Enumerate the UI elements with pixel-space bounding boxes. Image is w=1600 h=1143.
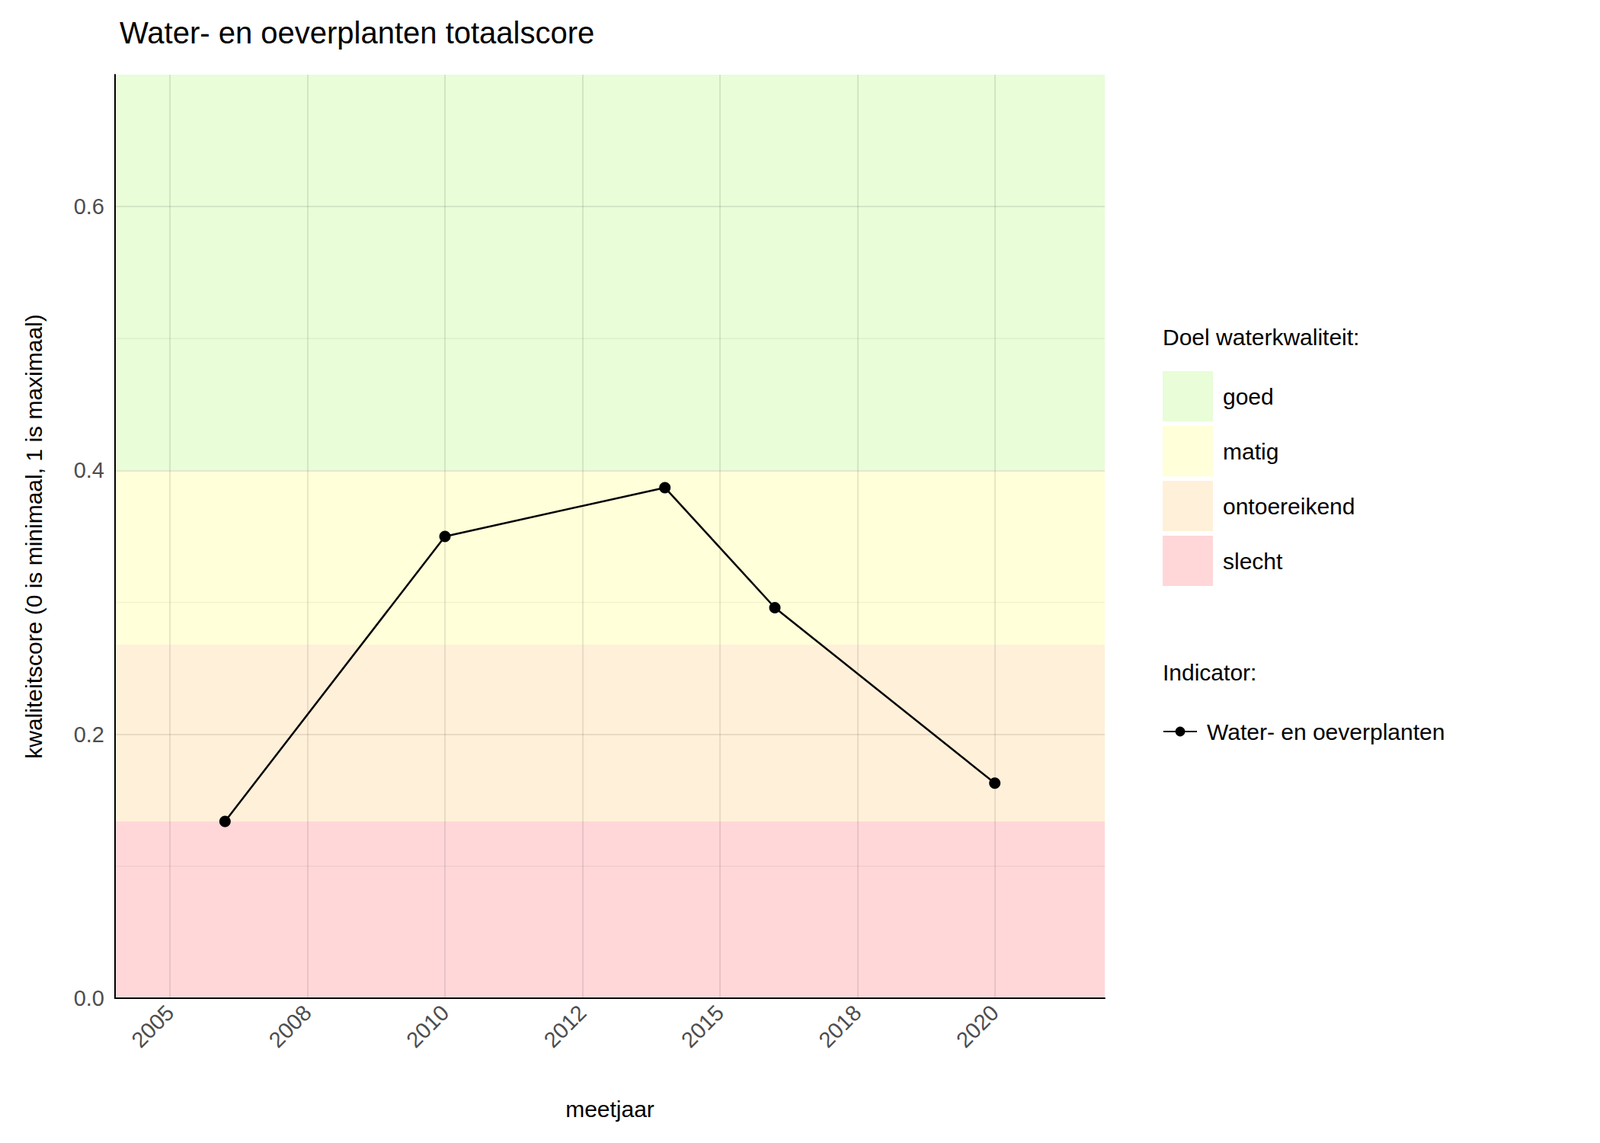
svg-text:matig: matig <box>1222 438 1279 464</box>
svg-text:0.0: 0.0 <box>73 985 105 1011</box>
svg-text:2020: 2020 <box>951 1000 1004 1053</box>
svg-text:Doel waterkwaliteit:: Doel waterkwaliteit: <box>1162 324 1360 350</box>
svg-text:2005: 2005 <box>126 1000 179 1053</box>
svg-text:2008: 2008 <box>264 1000 317 1053</box>
svg-text:Water- en oeverplanten: Water- en oeverplanten <box>1206 719 1445 745</box>
svg-text:kwaliteitscore (0 is minimaal,: kwaliteitscore (0 is minimaal, 1 is maxi… <box>21 313 47 759</box>
svg-text:ontoereikend: ontoereikend <box>1222 493 1355 519</box>
svg-text:Water- en oeverplanten totaals: Water- en oeverplanten totaalscore <box>119 16 595 50</box>
svg-text:slecht: slecht <box>1222 548 1284 574</box>
svg-text:2015: 2015 <box>676 1000 729 1053</box>
svg-text:2012: 2012 <box>539 1000 592 1053</box>
svg-text:2010: 2010 <box>401 1000 454 1053</box>
svg-text:0.2: 0.2 <box>73 722 105 747</box>
svg-text:Indicator:: Indicator: <box>1162 659 1257 685</box>
svg-text:meetjaar: meetjaar <box>565 1096 655 1122</box>
svg-text:0.4: 0.4 <box>73 457 105 483</box>
svg-text:goed: goed <box>1222 384 1274 410</box>
svg-text:2018: 2018 <box>813 1000 866 1053</box>
svg-text:0.6: 0.6 <box>73 194 105 219</box>
